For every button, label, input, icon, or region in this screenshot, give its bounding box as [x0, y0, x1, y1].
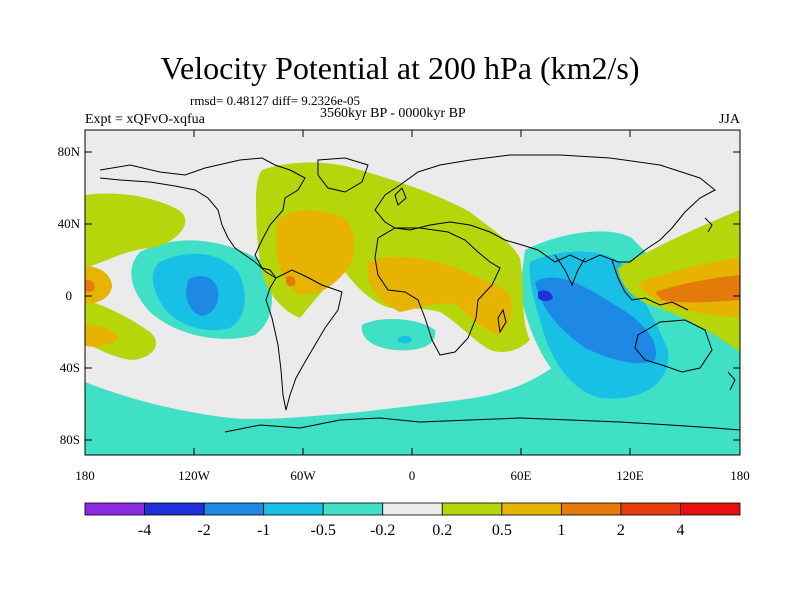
- eurasia-coastline: [374, 154, 716, 263]
- contour-west-pacific-pos1: [655, 275, 740, 303]
- southeast-asia-coastline: [611, 259, 689, 311]
- colorbar-swatch: [144, 502, 205, 516]
- colorbar-label: 0.2: [432, 522, 452, 539]
- time-period-label: 3560kyr BP - 0000kyr BP: [320, 106, 466, 121]
- lon-label-60e: 60E: [511, 468, 532, 483]
- uk-coastline: [394, 187, 407, 206]
- madagascar-coastline: [497, 308, 507, 334]
- colorbar-label: -4: [138, 522, 151, 539]
- lon-label-180e: 180: [730, 468, 750, 483]
- japan-coastline: [704, 217, 713, 233]
- colorbar-label: 4: [676, 522, 684, 539]
- contour-south-atlantic-neg05: [398, 335, 412, 344]
- contour-field: [85, 130, 740, 455]
- africa-coastline: [374, 227, 501, 356]
- colorbar-swatch: [322, 502, 384, 516]
- lat-label-80s: 80S: [60, 432, 80, 447]
- lon-label-120w: 120W: [178, 468, 211, 483]
- contour-dateline-pos02: [85, 193, 186, 268]
- colorbar-swatch: [203, 502, 265, 516]
- lon-label-120e: 120E: [616, 468, 644, 483]
- lat-label-80n: 80N: [58, 144, 81, 159]
- contour-africa-pos05: [368, 256, 512, 335]
- australia-coastline: [634, 319, 713, 373]
- experiment-label: Expt = xQFvO-xqfua: [85, 112, 205, 127]
- india-coastline: [554, 254, 586, 287]
- colorbar-label: 0.5: [492, 522, 512, 539]
- contour-east-pacific-neg1: [186, 275, 219, 316]
- colorbar-swatch: [620, 502, 681, 516]
- colorbar-swatch: [441, 502, 503, 516]
- colorbar-label: -2: [197, 522, 210, 539]
- contour-americas-pos1: [286, 275, 296, 287]
- contour-dateline-pos05: [85, 266, 112, 304]
- contour-south-atlantic-neg02: [361, 318, 436, 351]
- contour-indian-ocean-neg1: [535, 277, 657, 364]
- colorbar-swatch: [560, 502, 622, 516]
- lat-label-40n: 40N: [58, 216, 81, 231]
- new-zealand-coastline: [727, 371, 736, 391]
- antarctica-coastline: [224, 417, 740, 433]
- colorbar-swatch: [263, 502, 324, 516]
- colorbar: -4 -2 -1 -0.5 -0.2 0.2 0.5 1 2 4: [84, 502, 741, 539]
- longitude-axis: [193, 130, 631, 455]
- lon-label-0: 0: [409, 468, 416, 483]
- latitude-axis: [85, 151, 740, 441]
- colorbar-label: 1: [557, 522, 565, 539]
- map-title: Velocity Potential at 200 hPa (km2/s): [160, 50, 640, 86]
- colorbar-label: -1: [257, 522, 270, 539]
- coastlines: [99, 154, 740, 433]
- lat-label-40s: 40S: [60, 360, 80, 375]
- contour-dateline-south-pos05: [85, 325, 118, 347]
- colorbar-swatch: [84, 502, 145, 516]
- lat-label-0: 0: [66, 288, 73, 303]
- lon-label-60w: 60W: [290, 468, 316, 483]
- contour-dateline-pos1: [85, 279, 95, 292]
- colorbar-label: -0.2: [370, 522, 395, 539]
- colorbar-label: 2: [617, 522, 625, 539]
- colorbar-swatch: [382, 502, 443, 516]
- season-label: JJA: [718, 112, 740, 127]
- south-america-coastline: [265, 269, 343, 411]
- rmsd-diff-stats: rmsd= 0.48127 diff= 9.2326e-05: [190, 93, 361, 108]
- lon-label-180w: 180: [75, 468, 95, 483]
- north-america-coastline: [99, 157, 306, 279]
- colorbar-swatch: [680, 502, 741, 516]
- colorbar-swatch: [501, 502, 562, 516]
- contour-indian-ocean-neg2: [538, 290, 553, 301]
- contour-americas-pos05: [275, 210, 355, 295]
- colorbar-label: -0.5: [311, 522, 336, 539]
- greenland-coastline: [317, 157, 369, 193]
